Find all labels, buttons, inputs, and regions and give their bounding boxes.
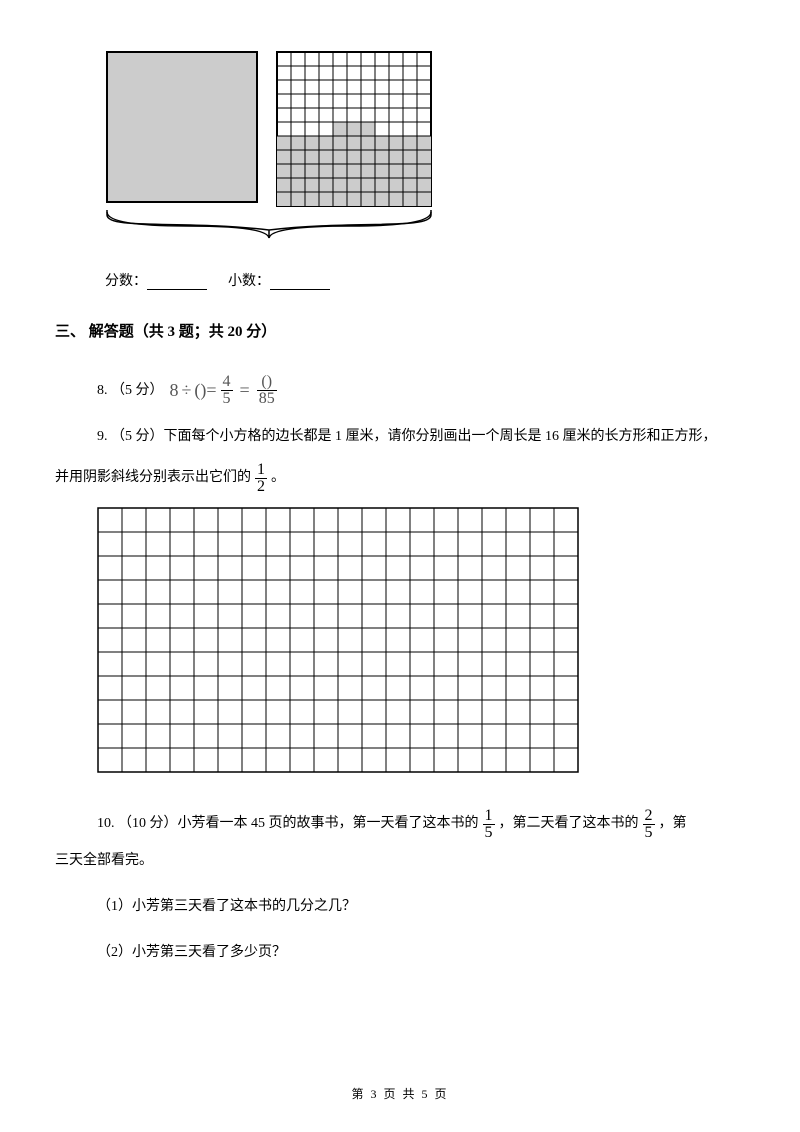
q9-line2b: 。: [271, 468, 285, 488]
question-10: 10. （10 分）小芳看一本 45 页的故事书，第一天看了这本书的 15 ，第…: [97, 808, 745, 841]
q9-line1: 9. （5 分）下面每个小方格的边长都是 1 厘米，请你分别画出一个周长是 16…: [97, 429, 717, 444]
fraction-blank[interactable]: [147, 276, 207, 290]
q10-frac2: 25: [643, 808, 655, 841]
q8-prefix: 8. （5 分）: [97, 374, 164, 408]
page-footer: 第 3 页 共 5 页: [0, 1085, 800, 1102]
q9-grid: [97, 507, 745, 778]
answer-blanks: 分数： 小数：: [105, 270, 745, 290]
question-8: 8. （5 分） 8 ÷ ()= 45 = ()85: [97, 369, 745, 412]
q9-line2a: 并用阴影斜线分别表示出它们的: [55, 468, 251, 488]
section-3-heading: 三、 解答题（共 3 题；共 20 分）: [55, 320, 745, 341]
q8-equation: 8 ÷ ()= 45 = ()85: [170, 369, 281, 412]
q10-a: 10. （10 分）小芳看一本 45 页的故事书，第一天看了这本书的: [97, 814, 479, 834]
fraction-decimal-figure: [105, 50, 745, 250]
q10-b: ，第二天看了这本书的: [499, 814, 639, 834]
decimal-label: 小数：: [228, 274, 270, 289]
question-9: 9. （5 分）下面每个小方格的边长都是 1 厘米，请你分别画出一个周长是 16…: [97, 420, 745, 454]
decimal-blank[interactable]: [270, 276, 330, 290]
q10-frac1: 15: [483, 808, 495, 841]
fraction-label: 分数：: [105, 274, 147, 289]
q10-sub2: （2）小芳第三天看了多少页？: [97, 941, 745, 961]
q10-line2: 三天全部看完。: [55, 849, 745, 869]
q9-fraction: 12: [255, 462, 267, 495]
q10-c: ，第: [659, 814, 687, 834]
q10-sub1: （1）小芳第三天看了这本书的几分之几？: [97, 895, 745, 915]
